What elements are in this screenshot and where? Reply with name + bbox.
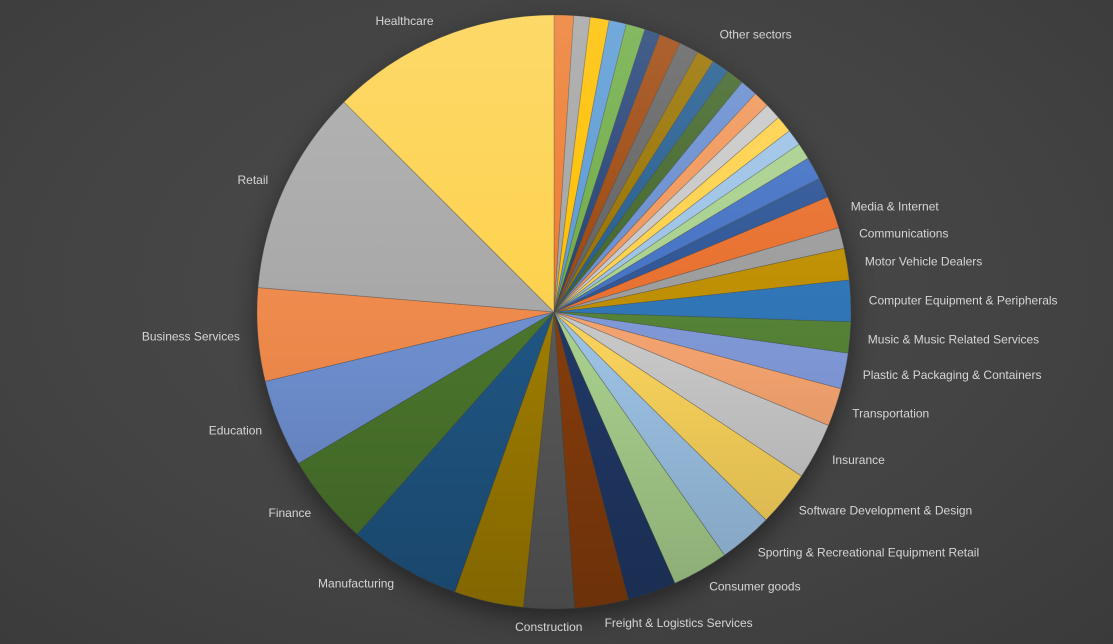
slice-label: Education	[209, 424, 262, 438]
slice-label: Transportation	[852, 406, 929, 420]
slice-label: Motor Vehicle Dealers	[865, 254, 982, 268]
slice-label: Media & Internet	[851, 199, 940, 213]
slice-label: Manufacturing	[318, 577, 394, 591]
slice-label: Business Services	[142, 329, 240, 343]
slice-label: Software Development & Design	[799, 504, 972, 518]
pie-slices-group	[256, 14, 852, 610]
slice-label: Music & Music Related Services	[868, 332, 1039, 346]
slice-labels-group: Media & Internet Communications Motor Vehi…	[142, 14, 1058, 634]
slice-label: Plastic & Packaging & Containers	[863, 368, 1042, 382]
slice-label: Retail	[238, 173, 269, 187]
slice-label: Insurance	[832, 453, 885, 467]
slice-label: Healthcare	[375, 14, 433, 28]
slice-label: Sporting & Recreational Equipment Retail	[758, 546, 979, 560]
slice-label: Consumer goods	[709, 579, 800, 593]
slice-label: Construction	[515, 620, 582, 634]
slice-label: Computer Equipment & Peripherals	[869, 293, 1058, 307]
slice-label: Communications	[859, 227, 948, 241]
slice-label: Freight & Logistics Services	[605, 616, 753, 630]
slice-label: Other sectors	[720, 28, 792, 42]
slice-label: Finance	[268, 506, 311, 520]
